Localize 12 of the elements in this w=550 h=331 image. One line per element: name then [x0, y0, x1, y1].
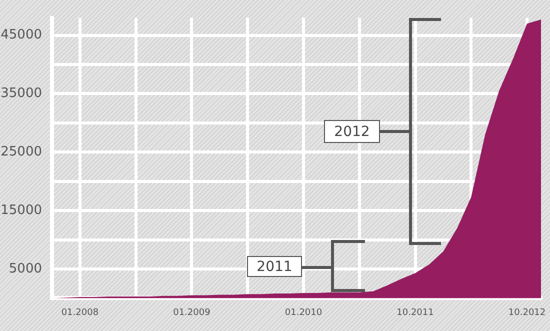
y-tick-label: 5000 — [8, 261, 42, 276]
x-tick-label: 10.2011 — [396, 308, 434, 318]
y-tick-label: 35000 — [0, 86, 42, 102]
y-tick-label: 15000 — [0, 202, 42, 218]
annotation: 2011 — [247, 256, 302, 277]
annotation: 2012 — [324, 120, 380, 143]
x-tick-label: 01.2008 — [61, 308, 99, 318]
x-tick-label: 01.2009 — [173, 308, 211, 318]
x-tick-label: 10.2012 — [508, 308, 546, 318]
y-tick-label: 25000 — [0, 144, 42, 160]
y-tick-label: 45000 — [0, 28, 42, 43]
x-tick-label: 01.2010 — [284, 308, 322, 318]
